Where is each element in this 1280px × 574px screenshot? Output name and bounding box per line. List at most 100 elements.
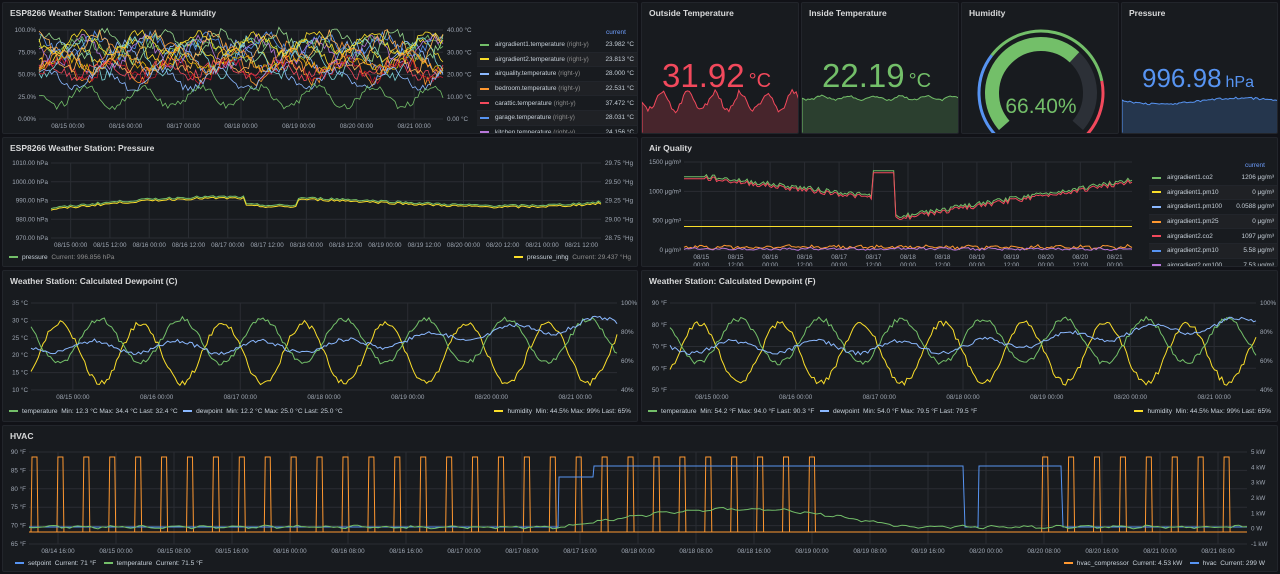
- legend-row[interactable]: airgradient1.temperature (right-y) 23.982…: [477, 38, 637, 53]
- legend-swatch: [1063, 562, 1073, 565]
- y2-tick-label: 30.00 °C: [447, 48, 472, 56]
- dewpoint-series: [30, 315, 618, 356]
- legend-name: carattic.temperature (right-y): [495, 100, 606, 107]
- legend-swatch: [183, 410, 193, 413]
- hvac-chart[interactable]: 90 °F 85 °F 80 °F 75 °F 70 °F 65 °F 5 kW 4 kW 3 …: [3, 426, 1278, 572]
- panel-title[interactable]: Pressure: [1129, 8, 1166, 18]
- legend-left[interactable]: temperature Min: 54.2 °F Max: 94.0 °F La…: [648, 408, 977, 415]
- legend-right[interactable]: humidity Min: 44.5% Max: 99% Last: 65%: [1134, 408, 1271, 415]
- legend-swatch: [1134, 410, 1144, 413]
- dewpoint-f-chart[interactable]: 90 °F 80 °F 70 °F 60 °F 50 °F 100% 80% 60% 40% 08…: [642, 271, 1278, 422]
- pressure-sparkline: [1122, 96, 1277, 133]
- legend-row[interactable]: airgradient2.pm10 5.58 μg/m³: [1149, 243, 1277, 259]
- air-quality-chart[interactable]: 1500 μg/m³ 1000 μg/m³ 500 μg/m³ 0 μg/m³ 08/1…: [642, 138, 1278, 267]
- y-tick-label: 35 °C: [12, 299, 28, 307]
- legend-swatch: [1152, 249, 1161, 252]
- pressure-series: [50, 195, 602, 210]
- legend-value: 37.472 °C: [605, 99, 635, 107]
- x-tick-sublabel: 00:00: [693, 262, 709, 267]
- legend-row[interactable]: kitchen.temperature (right-y) 24.156 °C: [477, 126, 637, 133]
- x-tick-label: 08/16 12:00: [172, 242, 206, 249]
- pressure-chart[interactable]: 1010.00 hPa 1000.00 hPa 990.00 hPa 980.00 h…: [3, 138, 638, 267]
- y-tick-label: 15 °C: [12, 369, 28, 377]
- y-tick-label: 970.00 hPa: [16, 235, 49, 242]
- stat-unit: °C: [908, 70, 932, 92]
- panel-title[interactable]: Weather Station: Calculated Dewpoint (F): [649, 276, 816, 286]
- humidity-series: [669, 320, 1257, 386]
- x-tick-label: 08/16: [797, 254, 813, 261]
- legend-row[interactable]: garage.temperature (right-y) 28.031 °C: [477, 110, 637, 126]
- humidity-series: [30, 319, 618, 387]
- y-tick-label: 90 °F: [11, 448, 26, 456]
- x-tick-label: 08/15 00:00: [51, 123, 85, 130]
- series-suffix: (right-y): [553, 99, 576, 107]
- panel-title[interactable]: Inside Temperature: [809, 8, 887, 18]
- panel-title[interactable]: Weather Station: Calculated Dewpoint (C): [10, 276, 178, 286]
- air-quality-panel: Air Quality 1500 μg/m³ 1000 μg/m³ 500 μg/m…: [641, 137, 1278, 267]
- legend-row[interactable]: airgradient1.pm10 0 μg/m³: [1149, 185, 1277, 201]
- x-tick-label: 08/18 08:00: [679, 548, 713, 555]
- legend-row[interactable]: carattic.temperature (right-y) 37.472 °C: [477, 96, 637, 111]
- series-name: airquality.temperature: [495, 70, 557, 78]
- x-tick-label: 08/19 12:00: [408, 242, 442, 249]
- legend-row[interactable]: airquality.temperature (right-y) 28.000 °…: [477, 67, 637, 82]
- x-tick-label: 08/18 16:00: [737, 548, 771, 555]
- x-tick-label: 08/16 08:00: [331, 548, 365, 555]
- series-name: bedroom.temperature: [495, 85, 557, 93]
- legend-row[interactable]: airgradient2.co2 1097 μg/m³: [1149, 229, 1277, 244]
- x-tick-label: 08/20 00:00: [969, 548, 1003, 555]
- legend-row[interactable]: airgradient2.pm100 7.53 μg/m³: [1149, 259, 1277, 266]
- temp-humidity-chart[interactable]: 100.0% 75.0% 50.0% 25.0% 0.00% 40.00 °C 30.00 …: [3, 3, 638, 134]
- panel-title[interactable]: ESP8266 Weather Station: Temperature & H…: [10, 8, 217, 18]
- legend-row[interactable]: bedroom.temperature (right-y) 22.531 °C: [477, 81, 637, 97]
- x-tick-label: 08/18 00:00: [307, 394, 341, 401]
- legend-row[interactable]: airgradient1.co2 1206 μg/m³: [1149, 171, 1277, 186]
- legend-current-header[interactable]: current: [1245, 162, 1265, 169]
- x-tick-sublabel: 00:00: [1107, 262, 1123, 267]
- series-suffix: (right-y): [558, 70, 581, 78]
- x-tick-label: 08/20 16:00: [1085, 548, 1119, 555]
- legend-swatch: [480, 43, 489, 46]
- legend-right[interactable]: hvac_compressor Current: 4.53 kW hvac Cu…: [1063, 560, 1265, 567]
- legend-pressure-inhg[interactable]: pressure_inhg Current: 29.437 °Hg: [513, 254, 631, 261]
- stat-number: 22.19: [822, 57, 905, 94]
- legend-row[interactable]: airgradient1.pm25 0 μg/m³: [1149, 214, 1277, 230]
- x-tick-label: 08/17 00:00: [224, 394, 258, 401]
- x-tick-label: 08/15 00:00: [56, 394, 90, 401]
- y-tick-label: 1500 μg/m³: [649, 159, 681, 166]
- y2-tick-label: 10.00 °C: [447, 93, 472, 101]
- x-tick-label: 08/18 00:00: [621, 548, 655, 555]
- panel-title[interactable]: Air Quality: [649, 143, 692, 153]
- y2-tick-label: 40%: [1260, 387, 1273, 394]
- y-tick-label: 75.0%: [18, 49, 36, 56]
- legend-stats: Min: 44.5% Max: 99% Last: 65%: [1175, 408, 1271, 415]
- dewpoint-c-chart[interactable]: 35 °C 30 °C 25 °C 20 °C 15 °C 10 °C 100% 80% 60%…: [3, 271, 638, 422]
- legend-value: 28.000 °C: [605, 70, 635, 78]
- legend-left[interactable]: temperature Min: 12.3 °C Max: 34.4 °C La…: [9, 408, 343, 415]
- air-legend: airgradient1.co2 1206 μg/m³ airgradient1.p…: [1149, 171, 1277, 266]
- legend-value: 1097 μg/m³: [1241, 232, 1274, 240]
- x-tick-label: 08/21 00:00: [1198, 394, 1232, 401]
- series-name: carattic.temperature: [495, 99, 552, 107]
- legend-right[interactable]: humidity Min: 44.5% Max: 99% Last: 65%: [494, 408, 631, 415]
- x-tick-label: 08/17 12:00: [250, 242, 284, 249]
- series-suffix: (right-y): [552, 114, 575, 122]
- legend-pressure[interactable]: pressure Current: 996.856 hPa: [9, 254, 114, 261]
- panel-title[interactable]: ESP8266 Weather Station: Pressure: [10, 143, 155, 153]
- panel-title[interactable]: Humidity: [969, 8, 1006, 18]
- gauge-threshold-high: [1086, 80, 1105, 133]
- panel-title[interactable]: HVAC: [10, 431, 34, 441]
- x-tick-label: 08/18: [935, 254, 951, 261]
- legend-current-header[interactable]: current: [606, 29, 626, 36]
- legend-swatch: [494, 410, 504, 413]
- panel-title[interactable]: Outside Temperature: [649, 8, 734, 18]
- y-tick-label: 1010.00 hPa: [12, 160, 48, 167]
- legend-row[interactable]: airgradient2.temperature (right-y) 23.813…: [477, 52, 637, 68]
- legend-left[interactable]: setpoint Current: 71 °F temperature Curr…: [15, 560, 203, 567]
- x-tick-label: 08/16 00:00: [779, 394, 813, 401]
- dewpoint-series: [669, 316, 1257, 356]
- legend-row[interactable]: airgradient1.pm100 0.0588 μg/m³: [1149, 200, 1277, 215]
- legend-name: humidity: [507, 408, 533, 415]
- y-tick-label: 90 °F: [652, 299, 667, 307]
- legend-stats: Min: 12.3 °C Max: 34.4 °C Last: 32.4 °C: [61, 408, 178, 415]
